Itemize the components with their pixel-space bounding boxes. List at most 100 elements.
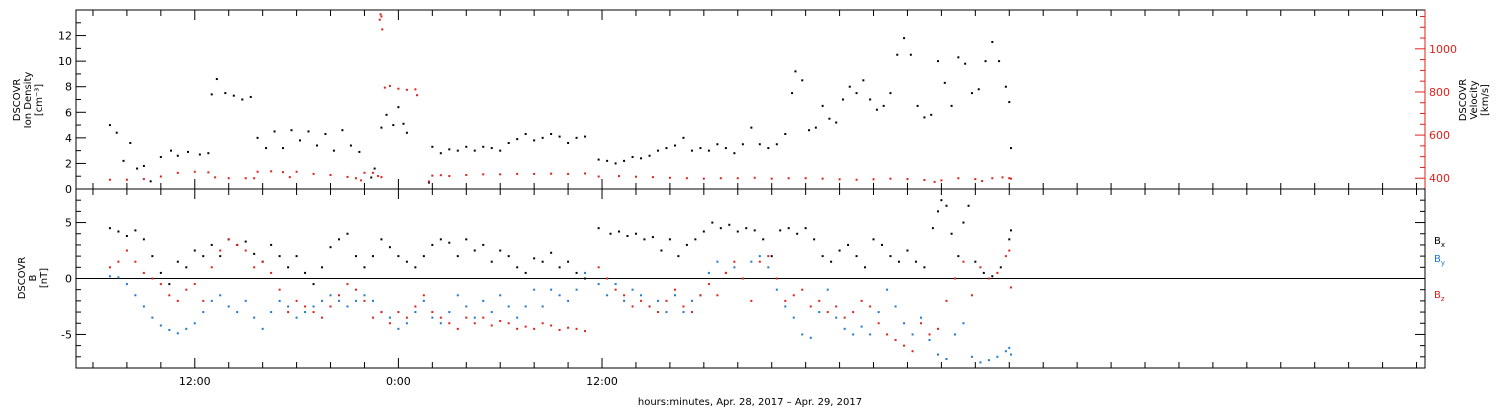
- density-point: [186, 150, 189, 153]
- density-point: [315, 144, 318, 147]
- b-x-point: [950, 232, 953, 235]
- b-z-point: [869, 305, 872, 308]
- b-z-point: [928, 333, 931, 336]
- density-point: [1008, 101, 1011, 104]
- velocity-point: [270, 170, 273, 173]
- velocity-point: [499, 173, 502, 176]
- b-y-point: [758, 255, 761, 258]
- b-z-point: [151, 277, 154, 280]
- b-y-point: [775, 288, 778, 291]
- b-y-point: [911, 333, 914, 336]
- velocity-point: [1008, 177, 1011, 180]
- velocity-point: [516, 172, 519, 175]
- density-point: [869, 98, 872, 101]
- b-y-point: [945, 358, 948, 361]
- b-z-point: [996, 271, 999, 274]
- density-point: [916, 104, 919, 107]
- b-z-point: [482, 316, 485, 319]
- density-point: [499, 149, 502, 152]
- b-y-point: [894, 305, 897, 308]
- b-x-point: [287, 266, 290, 269]
- b-y-point: [227, 305, 230, 308]
- b-z-point: [346, 283, 349, 286]
- b-x-point: [711, 221, 714, 224]
- density-point: [1004, 85, 1007, 88]
- b-x-point: [456, 255, 459, 258]
- density-point: [349, 144, 352, 147]
- b-x-point: [770, 255, 773, 258]
- b-z-point: [465, 316, 468, 319]
- density-point: [298, 139, 301, 142]
- b-x-point: [499, 249, 502, 252]
- b-z-point: [388, 322, 391, 325]
- density-point: [558, 135, 561, 138]
- density-point: [791, 92, 794, 95]
- density-point: [402, 122, 405, 125]
- b-y-point: [886, 288, 889, 291]
- velocity-point: [380, 15, 383, 18]
- b-z-point: [329, 305, 332, 308]
- density-point: [136, 167, 139, 170]
- y2-axis-title-line: [km/s]: [1480, 84, 1491, 116]
- density-point: [835, 121, 838, 124]
- velocity-point: [253, 177, 256, 180]
- b-y-point: [439, 322, 442, 325]
- density-point: [801, 79, 804, 82]
- velocity-point: [933, 180, 936, 183]
- density-point: [665, 147, 668, 150]
- velocity-point: [346, 175, 349, 178]
- density-point: [575, 136, 578, 139]
- density-point: [324, 133, 327, 136]
- density-point: [984, 60, 987, 63]
- velocity-point: [584, 172, 587, 175]
- b-z-point: [244, 249, 247, 252]
- b-z-point: [490, 324, 493, 327]
- b-z-point: [533, 327, 536, 330]
- density-point: [108, 124, 111, 127]
- b-z-point: [338, 294, 341, 297]
- velocity-point: [363, 171, 366, 174]
- velocity-point: [702, 177, 705, 180]
- x-tick-label: 0:00: [386, 375, 411, 388]
- b-y-point: [346, 305, 349, 308]
- b-y-point: [937, 353, 940, 356]
- b-y-point: [665, 311, 668, 314]
- b-z-point: [724, 271, 727, 274]
- b-x-point: [962, 221, 965, 224]
- b-y-point: [304, 311, 307, 314]
- b-z-point: [614, 288, 617, 291]
- density-point: [332, 149, 335, 152]
- b-y-point: [473, 316, 476, 319]
- b-z-point: [253, 266, 256, 269]
- time-axis: 12:00 0:00 12:00 hours:minutes, Apr. 28, 20…: [92, 10, 1418, 408]
- b-z-point: [321, 316, 324, 319]
- b-y-point: [987, 359, 990, 362]
- velocity-point: [405, 88, 408, 91]
- density-point: [640, 157, 643, 160]
- b-x-point: [159, 271, 162, 274]
- b-x-point: [897, 260, 900, 263]
- velocity-point: [872, 178, 875, 181]
- b-x-point: [380, 238, 383, 241]
- velocity-point: [312, 172, 315, 175]
- b-z-point: [979, 266, 982, 269]
- density-point: [943, 81, 946, 84]
- b-z-point: [801, 288, 804, 291]
- velocity-point: [159, 175, 162, 178]
- density-point: [524, 133, 527, 136]
- b-x-point: [524, 271, 527, 274]
- velocity-point: [617, 175, 620, 178]
- density-point: [882, 104, 885, 107]
- legend-bz: Bz: [1434, 290, 1445, 303]
- b-x-point: [185, 266, 188, 269]
- density-point: [930, 113, 933, 116]
- b-y-point: [707, 271, 710, 274]
- b-z-point: [1009, 286, 1012, 289]
- b-y-point: [996, 355, 999, 358]
- b-y-point: [371, 299, 374, 302]
- density-point: [427, 181, 430, 184]
- density-point: [465, 145, 468, 148]
- b-z-point: [970, 294, 973, 297]
- b-x-point: [626, 234, 629, 237]
